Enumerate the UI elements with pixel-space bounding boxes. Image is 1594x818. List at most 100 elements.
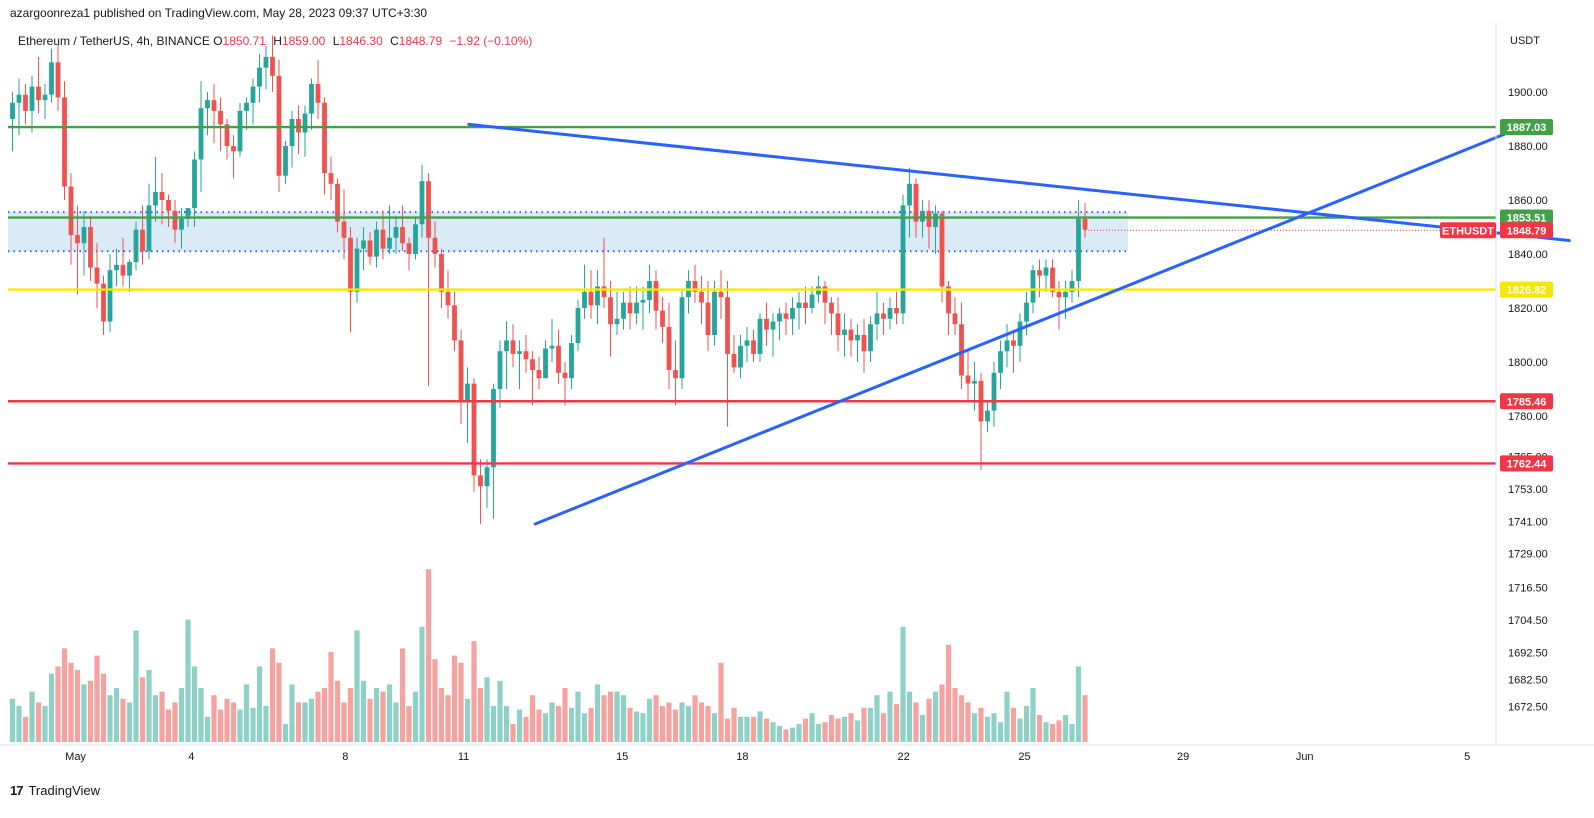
trendline-descending[interactable] [467,122,1571,242]
candle[interactable] [601,237,607,308]
candle[interactable] [283,140,288,184]
candle[interactable] [809,286,815,314]
candle[interactable] [1069,270,1075,303]
price-badges[interactable]: 1887.03 1853.51 1826.82 1785.46 1762.44 ETHUS… [1440,119,1553,472]
candle[interactable] [595,270,600,325]
candle[interactable] [426,173,431,387]
candle[interactable] [523,335,529,373]
candle[interactable] [75,205,80,295]
candle[interactable] [978,372,984,470]
level-badge-1785.46[interactable] [1500,393,1553,410]
candle[interactable] [68,173,74,265]
candle[interactable] [36,56,41,114]
candle[interactable] [679,289,685,389]
candle[interactable] [699,275,704,325]
candle[interactable] [49,48,54,103]
candle[interactable] [198,81,204,192]
candle[interactable] [107,254,113,333]
candle[interactable] [588,270,594,319]
candle[interactable] [205,92,210,136]
candle[interactable] [322,97,327,195]
candle[interactable] [1050,259,1055,298]
candle[interactable] [146,183,152,260]
trendline-ascending[interactable] [533,120,1537,526]
candle[interactable] [673,340,678,406]
level-badge-1887.03[interactable] [1500,119,1553,136]
candle[interactable] [81,210,87,276]
candle[interactable] [848,318,854,357]
candle[interactable] [16,78,22,136]
candle[interactable] [114,248,119,287]
candle[interactable] [562,362,568,406]
candle[interactable] [972,362,977,411]
candle[interactable] [120,237,126,287]
candle[interactable] [627,286,633,330]
candle[interactable] [432,221,438,268]
candle[interactable] [478,459,483,524]
candle[interactable] [361,227,366,271]
candle[interactable] [796,291,802,330]
candle[interactable] [445,270,451,319]
candle[interactable] [244,97,249,130]
candle[interactable] [913,178,919,238]
candle[interactable] [153,156,158,222]
candle[interactable] [296,105,301,155]
candle[interactable] [543,340,548,379]
candle[interactable] [23,83,28,125]
candle[interactable] [452,291,457,352]
candle[interactable] [666,302,672,389]
candle[interactable] [140,205,145,265]
candle[interactable] [822,281,828,325]
candle[interactable] [484,459,490,508]
legend-symbol[interactable]: Ethereum / TetherUS, 4h, BINANCE [18,34,210,48]
candle[interactable] [387,205,392,254]
candle[interactable] [315,59,321,119]
candle[interactable] [952,297,958,335]
candle[interactable] [783,302,789,335]
candle[interactable] [276,59,282,192]
trendlines[interactable] [467,120,1571,526]
candle[interactable] [159,173,165,225]
candle[interactable] [712,281,717,346]
candle[interactable] [335,178,340,233]
candle[interactable] [660,297,665,344]
symbol-badge[interactable] [1440,222,1496,239]
candles[interactable] [10,35,1088,524]
candle[interactable] [1017,313,1023,362]
candle[interactable] [959,302,964,389]
horizontal-levels[interactable] [8,125,1496,465]
candle[interactable] [367,232,373,265]
candle[interactable] [764,302,769,346]
level-badge-1853.51[interactable] [1500,209,1553,226]
candle[interactable] [471,378,477,492]
candle[interactable] [861,318,867,373]
candle[interactable] [1056,281,1062,330]
candle[interactable] [582,264,587,319]
candle[interactable] [29,75,35,133]
level-badge-1826.82[interactable] [1500,281,1553,298]
candle[interactable] [608,281,613,357]
candle[interactable] [874,291,880,341]
candle[interactable] [374,221,379,268]
candle[interactable] [933,205,938,254]
candle[interactable] [705,281,711,352]
candle[interactable] [55,43,61,111]
candle[interactable] [289,110,295,168]
candle[interactable] [348,227,353,333]
candle[interactable] [491,383,496,519]
candle[interactable] [634,286,639,325]
candle[interactable] [218,97,223,152]
candle[interactable] [497,340,503,408]
candle[interactable] [88,216,93,281]
candle[interactable] [192,151,197,227]
candle[interactable] [777,308,782,341]
candle[interactable] [556,329,561,384]
candle[interactable] [179,208,184,249]
candle[interactable] [10,92,15,152]
candle[interactable] [991,362,997,427]
candle[interactable] [621,291,626,330]
candle[interactable] [569,335,574,389]
candle[interactable] [926,200,932,249]
candle[interactable] [536,356,542,389]
candle[interactable] [504,321,509,390]
